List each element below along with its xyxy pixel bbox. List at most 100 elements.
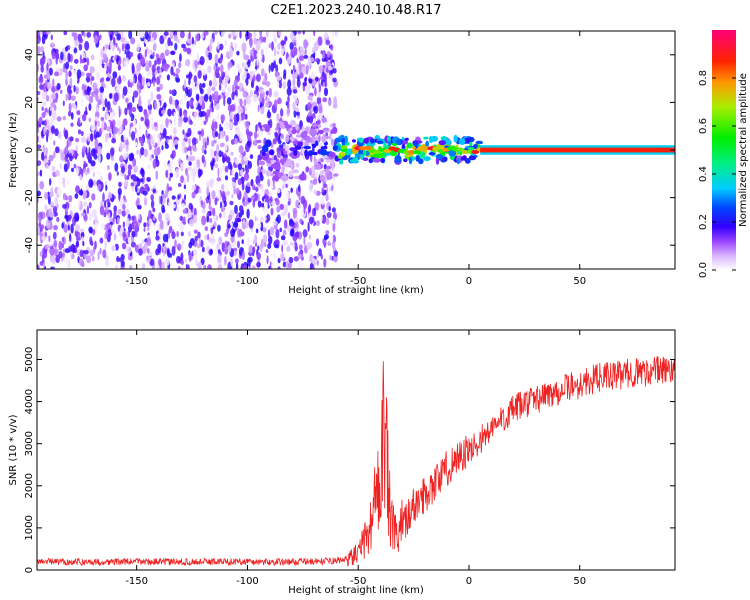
heatmap-cell [116,57,119,65]
heatmap-cell [186,100,190,110]
heatmap-cell [257,154,263,161]
heatmap-cell [39,84,44,90]
heatmap-cell [94,138,99,149]
heatmap-cell [302,81,308,87]
heatmap-cell [323,32,329,39]
heatmap-cell [188,71,192,80]
heatmap-cell [56,83,61,90]
heatmap-cell [255,139,262,144]
heatmap-cell [294,107,300,112]
heatmap-cell [173,72,176,77]
heatmap-cell [86,31,92,38]
heatmap-cell [224,120,230,129]
heatmap-cell [105,229,109,240]
heatmap-cell [300,131,307,139]
heatmap-cell [124,107,128,116]
heatmap-cell [91,193,96,201]
heatmap-cell [317,129,324,135]
heatmap-cell [215,152,219,162]
heatmap-cell [255,228,259,234]
heatmap-cell [249,90,253,97]
heatmap-cell [39,180,45,190]
heatmap-cell [43,127,46,136]
heatmap-cell [88,226,93,234]
heatmap-cell [208,196,211,207]
heatmap-cell [66,94,70,100]
heatmap-cell [68,102,72,112]
heatmap-cell [358,137,364,143]
heatmap-cell [182,216,186,225]
heatmap-cell [91,255,95,262]
heatmap-cell [46,62,49,71]
heatmap-cell [256,40,262,45]
heatmap-cell [444,156,448,162]
heatmap-cell [146,227,150,231]
heatmap-cell [177,266,181,269]
heatmap-cell [116,76,122,85]
heatmap-cell [79,228,85,233]
heatmap-cell [243,82,247,92]
heatmap-cell [183,94,186,103]
heatmap-cell [163,95,169,102]
heatmap-cell [282,81,287,89]
heatmap-cell [66,85,72,94]
heatmap-cell [136,62,142,72]
heatmap-cell [188,145,192,151]
heatmap-cell [110,121,114,130]
heatmap-cell [247,197,252,203]
x-tick-label: -50 [350,276,366,287]
heatmap-cell [187,264,190,269]
heatmap-cell [283,150,288,155]
heatmap-cell [44,204,48,211]
heatmap-cell [113,233,117,241]
heatmap-cell [164,143,169,150]
heatmap-cell [76,250,80,256]
heatmap-cell [152,183,156,189]
heatmap-cell [260,207,264,213]
heatmap-cell [50,125,56,134]
heatmap-cell [62,192,67,201]
heatmap-cell [323,258,327,268]
heatmap-cell [62,203,68,209]
heatmap-cell [66,172,69,178]
heatmap-cell [108,211,111,222]
heatmap-cell [236,50,240,56]
heatmap-cell [127,168,132,177]
heatmap-cell [87,136,90,142]
heatmap-cell [197,244,201,249]
heatmap-cell [280,235,286,241]
heatmap-cell [286,245,291,252]
heatmap-cell [239,107,244,114]
heatmap-cell [45,163,49,169]
heatmap-cell [107,120,110,128]
heatmap-cell [192,147,197,152]
heatmap-cell [98,56,103,65]
heatmap-cell [290,187,294,193]
y-tick-label: 2000 [24,473,35,498]
heatmap-cell [119,155,124,163]
heatmap-cell [318,83,322,93]
heatmap-cell [108,191,113,199]
heatmap-cell [162,233,168,243]
heatmap-cell [383,149,392,153]
heatmap-cell [99,93,103,101]
heatmap-cell [144,194,147,199]
heatmap-cell [171,231,176,240]
heatmap-cell [91,109,96,115]
heatmap-cell [110,160,115,169]
heatmap-cell [258,130,264,136]
x-tick-label: 0 [466,276,472,287]
heatmap-cell [83,64,88,72]
heatmap-cell [368,158,373,164]
heatmap-cell [193,75,198,83]
heatmap-cell [136,81,141,90]
heatmap-cell [255,124,258,133]
heatmap-cell [112,71,118,79]
heatmap-cell [147,164,151,169]
heatmap-cell [140,116,144,122]
heatmap-cell [159,220,164,230]
heatmap-cell [205,180,212,188]
heatmap-cell [320,50,323,55]
heatmap-cell [268,118,273,129]
heatmap-cell [312,178,318,185]
